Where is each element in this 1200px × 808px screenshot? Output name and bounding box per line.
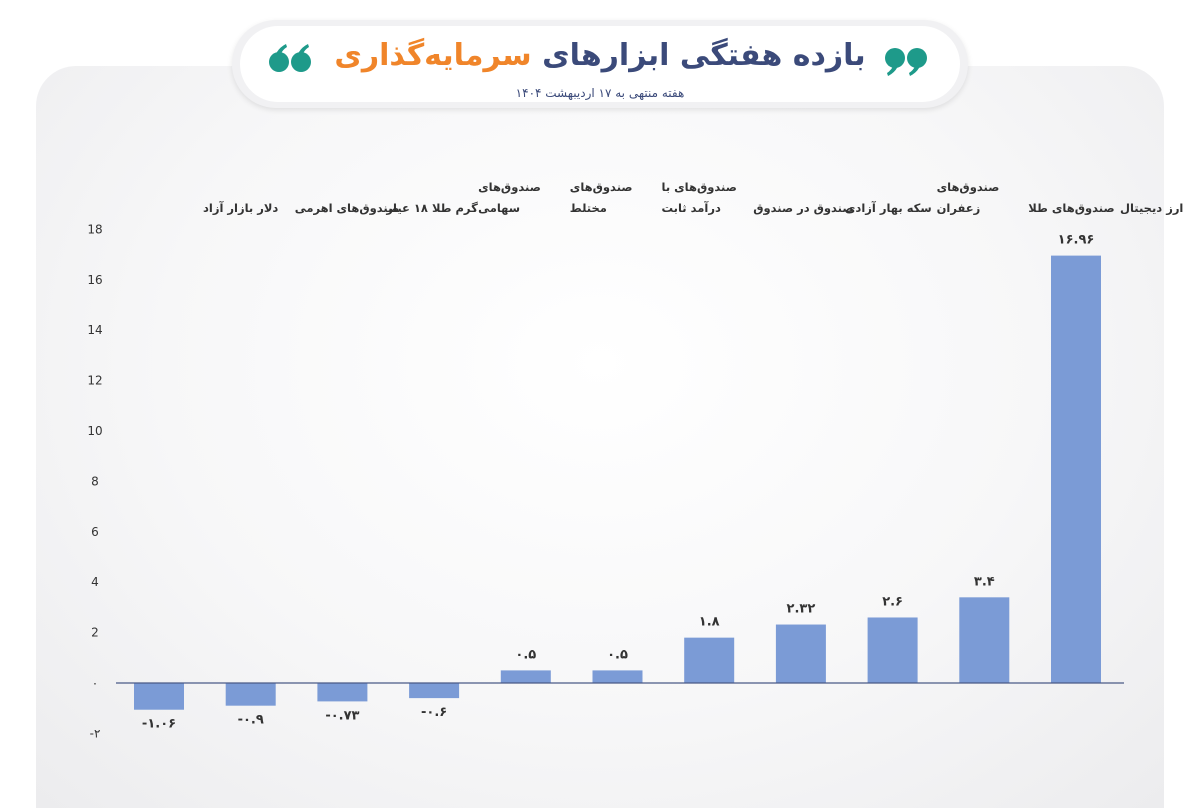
- chart-panel: [36, 66, 1164, 808]
- category-label: صندوق در صندوق: [753, 201, 853, 216]
- y-tick-label: -۲: [90, 726, 101, 740]
- quote-left-icon: [269, 44, 311, 72]
- value-label: ۲.۳۲: [787, 602, 816, 617]
- category-label: صندوق‌های با درآمد ثابت: [662, 180, 737, 215]
- bar: [867, 617, 918, 683]
- y-tick-label: ۰: [92, 676, 98, 690]
- y-tick-label: 6: [91, 525, 99, 539]
- bar: [500, 670, 551, 683]
- y-tick-label: 10: [87, 424, 102, 438]
- bar: [1051, 255, 1101, 683]
- value-label: -۰.۶: [421, 705, 447, 720]
- y-tick-label: 4: [91, 575, 99, 589]
- category-label: ارز دیجیتال: [1120, 201, 1183, 215]
- title-accent: سرمایه‌گذاری: [334, 38, 532, 73]
- quote-right-icon: [885, 48, 927, 76]
- bar: [134, 683, 184, 710]
- category-labels-group: ارز دیجیتال صندوق‌های طلا صندوق‌های زعفران س…: [203, 180, 1183, 216]
- y-axis: -۲ ۰ 2 4 6 8 10 12 14 16 18: [87, 222, 102, 740]
- category-label-line: صندوق‌های: [570, 180, 633, 195]
- value-label: -۰.۹: [238, 713, 264, 728]
- category-label-line: زعفران: [937, 201, 981, 215]
- bar: [592, 670, 643, 683]
- bar: [684, 637, 735, 683]
- category-label: صندوق‌های اهرمی: [295, 201, 400, 216]
- y-tick-label: 8: [91, 474, 99, 488]
- y-tick-label: 2: [91, 626, 99, 640]
- page-title: بازده هفتگی ابزارهای سرمایه‌گذاری: [330, 34, 870, 78]
- category-label-line: سهامی: [478, 201, 520, 215]
- bar: [225, 683, 276, 706]
- category-label: صندوق‌های زعفران: [937, 180, 1000, 215]
- value-label: ۱۶.۹۶: [1058, 233, 1095, 248]
- category-label-line: صندوق‌های اهرمی: [295, 201, 400, 216]
- header-pill-inner: [240, 26, 960, 102]
- category-label-line: صندوق‌های: [937, 180, 1000, 195]
- title-main: بازده هفتگی ابزارهای: [542, 38, 866, 73]
- category-label-line: ارز دیجیتال: [1120, 201, 1183, 215]
- y-tick-label: 14: [87, 323, 102, 337]
- value-label: -۱.۰۶: [142, 717, 176, 732]
- category-label: سکه بهار آزادی: [845, 201, 932, 215]
- value-label: ۰.۵: [515, 647, 536, 662]
- category-label-line: صندوق‌های با: [662, 180, 737, 195]
- bar: [409, 683, 460, 699]
- category-label-line: صندوق‌های: [478, 180, 541, 195]
- category-label: دلار بازار آزاد: [203, 201, 278, 215]
- y-tick-label: 18: [87, 222, 102, 236]
- category-label: صندوق‌های طلا: [1028, 201, 1114, 216]
- y-tick-label: 12: [87, 374, 102, 388]
- category-label-line: درآمد ثابت: [662, 201, 721, 215]
- bar: [775, 624, 826, 683]
- bars-group: [134, 255, 1101, 710]
- bar: [317, 683, 368, 702]
- category-label-line: گرم طلا ۱۸ عیار: [385, 201, 478, 215]
- category-label-line: صندوق‌های طلا: [1028, 201, 1114, 216]
- value-label: ۳.۴: [974, 574, 995, 589]
- category-label-line: سکه بهار آزادی: [845, 201, 932, 215]
- category-label: صندوق‌های مختلط: [570, 180, 633, 215]
- category-label-line: صندوق در صندوق: [753, 201, 853, 216]
- bar: [959, 597, 1010, 683]
- value-label: ۲.۶: [882, 594, 903, 609]
- value-labels-group: ۱۶.۹۶ ۳.۴ ۲.۶ ۲.۳۲ ۱.۸ ۰.۵ ۰.۵ -۰.۶ -۰.۷۳ -۰.۹ -۱.…: [142, 233, 1094, 732]
- category-label-line: مختلط: [570, 201, 607, 215]
- value-label: ۱.۸: [699, 615, 720, 630]
- value-label: ۰.۵: [607, 647, 628, 662]
- category-label: صندوق‌های سهامی: [478, 180, 541, 215]
- page-subtitle: هفته منتهی به ۱۷ اردیبهشت ۱۴۰۴: [515, 86, 685, 100]
- category-label: گرم طلا ۱۸ عیار: [385, 201, 478, 215]
- category-label-line: دلار بازار آزاد: [203, 201, 278, 215]
- value-label: -۰.۷۳: [325, 708, 359, 723]
- y-tick-label: 16: [87, 273, 102, 287]
